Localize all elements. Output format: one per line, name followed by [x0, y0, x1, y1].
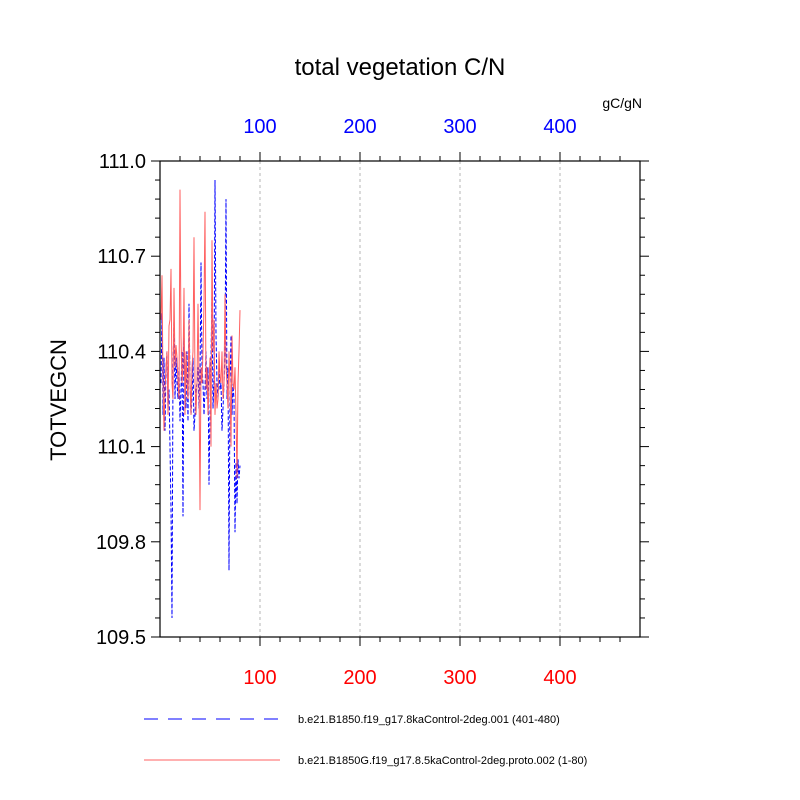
units-label: gC/gN	[602, 95, 642, 111]
y-tick-label: 110.4	[97, 341, 146, 363]
series-line-2	[160, 189, 241, 511]
top-x-tick-label: 400	[543, 116, 576, 138]
bottom-x-tick-label: 200	[343, 667, 376, 689]
bottom-x-tick-label: 100	[243, 667, 276, 689]
bottom-x-tick-label: 400	[543, 667, 576, 689]
chart-title: total vegetation C/N	[295, 54, 506, 81]
top-x-tick-label: 100	[243, 116, 276, 138]
bottom-x-tick-label: 300	[443, 667, 476, 689]
top-x-tick-label: 300	[443, 116, 476, 138]
tick-labels: 109.5 109.8 110.1 110.4 110.7 111.0 100 200 300 4…	[96, 116, 577, 689]
top-x-tick-label: 200	[343, 116, 376, 138]
legend: b.e21.B1850.f19_g17.8kaControl-2deg.001 …	[144, 714, 587, 767]
y-tick-label: 110.7	[97, 246, 146, 268]
axis-ticks	[151, 152, 649, 646]
grid-lines	[259, 161, 561, 637]
y-tick-label: 109.8	[96, 532, 146, 554]
y-tick-label: 111.0	[99, 151, 146, 173]
series-lines	[160, 179, 241, 619]
legend-label-2: b.e21.B1850G.f19_g17.8.5kaControl-2deg.p…	[298, 755, 587, 767]
y-tick-label: 109.5	[96, 627, 146, 649]
y-tick-label: 110.1	[97, 437, 146, 459]
y-axis-label: TOTVEGCN	[46, 339, 71, 461]
legend-label-1: b.e21.B1850.f19_g17.8kaControl-2deg.001 …	[298, 714, 560, 726]
